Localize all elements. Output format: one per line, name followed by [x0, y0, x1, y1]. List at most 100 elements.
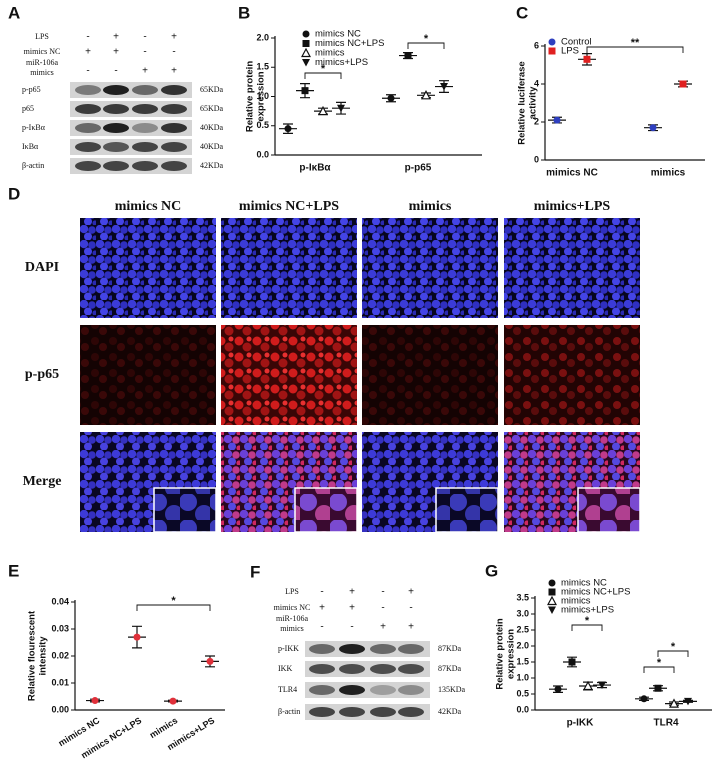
- x-tick-label: p-p65: [405, 163, 432, 174]
- treatment-sign: +: [408, 587, 414, 598]
- treatment-label: mimics: [30, 68, 54, 77]
- blot-band: [132, 161, 158, 171]
- y-tick-label: 0.0: [256, 149, 269, 159]
- blot-strip: [70, 82, 192, 98]
- blot-band: [161, 161, 187, 171]
- x-tick-label: mimics NC: [546, 168, 598, 179]
- micrograph: [362, 218, 498, 318]
- y-tick-label: 0: [534, 154, 539, 164]
- significance-label: **: [631, 37, 640, 49]
- blot-band: [398, 644, 424, 654]
- significance-label: *: [585, 615, 590, 627]
- treatment-sign: +: [349, 603, 355, 614]
- blot-band: [370, 644, 396, 654]
- legend-label: mimics: [561, 596, 591, 607]
- significance-label: *: [671, 641, 676, 653]
- panel-letter: G: [485, 561, 498, 580]
- x-tick-label: mimics: [148, 715, 180, 740]
- micrograph: [504, 325, 640, 425]
- dot: [206, 657, 214, 665]
- band-size: 87KDa: [438, 664, 462, 673]
- blot-band: [132, 104, 158, 114]
- dot: [404, 52, 412, 60]
- treatment-sign: +: [171, 32, 177, 43]
- treatment-sign: +: [171, 66, 177, 77]
- x-tick-label: p-IκBα: [299, 163, 331, 174]
- dot: [387, 94, 395, 102]
- blot-strip: [305, 661, 430, 677]
- panel-letter: B: [238, 3, 250, 22]
- y-tick-label: 3.0: [516, 608, 529, 618]
- y-tick-label: 3.5: [516, 592, 529, 602]
- treatment-sign: -: [143, 32, 146, 43]
- treatment-sign: -: [320, 622, 323, 633]
- significance-bracket: [136, 604, 211, 611]
- blot-band: [132, 123, 158, 133]
- significance-label: *: [321, 63, 326, 75]
- blot-band: [103, 123, 129, 133]
- row-label: Merge: [23, 474, 62, 489]
- blot-band: [309, 644, 335, 654]
- blot-strip: [70, 101, 192, 117]
- blot-strip: [70, 120, 192, 136]
- micrograph: [221, 325, 357, 425]
- blot-band: [398, 664, 424, 674]
- blot-band: [398, 685, 424, 695]
- y-tick-label: 2.5: [516, 624, 529, 634]
- legend-label: Control: [561, 37, 592, 48]
- band-size: 65KDa: [200, 104, 224, 113]
- panel-letter: F: [250, 562, 260, 581]
- blot-band: [75, 161, 101, 171]
- dot: [583, 55, 591, 63]
- blot-band: [75, 104, 101, 114]
- band-label: β-actin: [278, 707, 300, 716]
- treatment-sign: +: [85, 47, 91, 58]
- dot: [548, 47, 556, 55]
- band-label: IκBα: [22, 142, 39, 151]
- y-axis-label: Relative protein: [245, 61, 256, 132]
- dot: [302, 59, 310, 67]
- dot: [654, 684, 662, 692]
- dot: [301, 47, 311, 58]
- legend-label: mimics NC: [561, 578, 607, 589]
- band-label: β-actin: [22, 161, 44, 170]
- y-tick-label: 2.0: [256, 32, 269, 42]
- micrograph-inset: [435, 487, 499, 533]
- micrograph-inset: [294, 487, 358, 533]
- significance-bracket: [304, 72, 342, 79]
- band-size: 40KDa: [200, 123, 224, 132]
- micrograph: [80, 325, 216, 425]
- treatment-sign: +: [319, 603, 325, 614]
- blot-band: [161, 123, 187, 133]
- blot-band: [75, 123, 101, 133]
- y-axis-label: expression: [256, 71, 267, 121]
- treatment-sign: -: [320, 587, 323, 598]
- blot-band: [370, 664, 396, 674]
- significance-bracket: [407, 42, 445, 49]
- band-size: 42KDa: [200, 161, 224, 170]
- band-label: TLR4: [278, 685, 297, 694]
- significance-bracket: [571, 624, 603, 631]
- dot: [568, 658, 576, 666]
- treatment-sign: -: [86, 32, 89, 43]
- y-axis-label: intensity: [38, 636, 49, 676]
- blot-band: [339, 685, 365, 695]
- blot-strip: [305, 682, 430, 698]
- dot: [598, 681, 606, 690]
- treatment-sign: -: [381, 587, 384, 598]
- dot: [169, 697, 177, 705]
- significance-label: *: [424, 33, 429, 45]
- dot: [548, 606, 556, 614]
- dot: [554, 685, 562, 693]
- treatment-sign: -: [409, 603, 412, 614]
- blot-band: [132, 142, 158, 152]
- blot-strip: [70, 139, 192, 155]
- blot-band: [161, 85, 187, 95]
- y-tick-label: 0.03: [51, 623, 69, 633]
- treatment-label: mimics NC: [274, 603, 311, 612]
- column-header: mimics: [409, 199, 452, 214]
- blot-band: [339, 664, 365, 674]
- dot: [553, 116, 561, 124]
- y-tick-label: 4: [534, 78, 539, 88]
